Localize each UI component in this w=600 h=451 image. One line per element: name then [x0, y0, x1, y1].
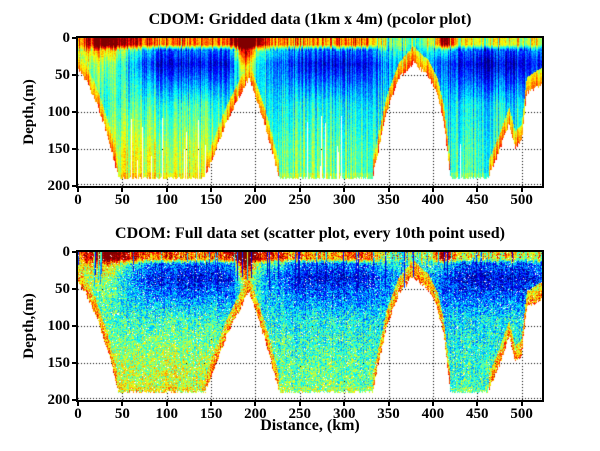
x-tick-label: 450: [465, 406, 489, 422]
x-tick-label: 350: [377, 406, 400, 422]
x-tick-mark: [298, 402, 301, 406]
x-tick-label: 0: [74, 192, 82, 208]
y-tick-mark: [72, 148, 76, 150]
x-tick-mark: [476, 402, 479, 406]
y-tick-label: 0: [62, 30, 71, 46]
y-tick-label: 150: [47, 141, 71, 157]
x-tick-mark: [520, 188, 523, 192]
x-tick-mark: [387, 402, 390, 406]
y-tick-mark: [72, 288, 76, 290]
x-tick-mark: [77, 402, 79, 406]
y-tick-label: 200: [47, 178, 71, 194]
x-tick-label: 50: [114, 406, 130, 422]
x-tick-label: 200: [244, 406, 267, 422]
y-tick-mark: [72, 185, 76, 187]
x-tick-mark: [165, 402, 168, 406]
x-tick-label: 50: [114, 192, 130, 208]
pcolor-plot-axes: [76, 36, 544, 188]
y-tick-mark: [72, 111, 76, 113]
x-tick-label: 200: [244, 192, 267, 208]
y-tick-mark: [72, 37, 76, 39]
x-tick-label: 100: [155, 406, 178, 422]
scatter-plot-canvas: [78, 252, 542, 400]
x-tick-label: 100: [155, 192, 178, 208]
x-tick-mark: [298, 188, 301, 192]
y-tick-label: 150: [47, 355, 71, 371]
y-tick-mark: [72, 362, 76, 364]
x-tick-label: 0: [74, 406, 82, 422]
x-tick-mark: [254, 188, 257, 192]
x-tick-mark: [387, 188, 390, 192]
y-tick-label: 200: [47, 392, 71, 408]
x-tick-label: 400: [421, 192, 445, 208]
y-tick-mark: [72, 325, 76, 327]
x-tick-mark: [77, 188, 79, 192]
y-tick-label: 100: [47, 104, 71, 120]
x-tick-mark: [165, 188, 168, 192]
x-tick-mark: [431, 188, 434, 192]
x-tick-mark: [254, 402, 257, 406]
x-tick-mark: [121, 188, 124, 192]
x-tick-label: 300: [332, 406, 356, 422]
y-tick-label: 100: [47, 318, 71, 334]
x-tick-label: 500: [510, 192, 533, 208]
y-tick-mark: [72, 251, 76, 253]
x-tick-label: 300: [332, 192, 356, 208]
x-tick-mark: [343, 402, 346, 406]
y-tick-label: 50: [55, 281, 70, 297]
y-tick-label: 50: [55, 67, 70, 83]
x-tick-mark: [210, 402, 213, 406]
pcolor-plot-title: CDOM: Gridded data (1km x 4m) (pcolor pl…: [148, 11, 472, 28]
y-tick-mark: [72, 74, 76, 76]
x-tick-label: 400: [421, 406, 445, 422]
x-tick-label: 350: [377, 192, 400, 208]
x-axis-label: Distance, (km): [260, 417, 360, 434]
scatter-plot-axes: [76, 250, 544, 402]
x-tick-label: 150: [199, 406, 223, 422]
x-tick-label: 150: [199, 192, 223, 208]
x-tick-mark: [121, 402, 124, 406]
x-tick-label: 250: [288, 192, 312, 208]
scatter-plot-title: CDOM: Full data set (scatter plot, every…: [115, 225, 505, 242]
x-tick-mark: [210, 188, 213, 192]
y-tick-label: 0: [62, 244, 71, 260]
x-tick-mark: [476, 188, 479, 192]
pcolor-plot-canvas: [78, 38, 542, 186]
x-tick-label: 500: [510, 406, 533, 422]
y-tick-mark: [72, 399, 76, 401]
x-tick-label: 250: [288, 406, 312, 422]
x-tick-mark: [431, 402, 434, 406]
x-tick-label: 450: [465, 192, 489, 208]
x-tick-mark: [343, 188, 346, 192]
x-tick-mark: [520, 402, 523, 406]
